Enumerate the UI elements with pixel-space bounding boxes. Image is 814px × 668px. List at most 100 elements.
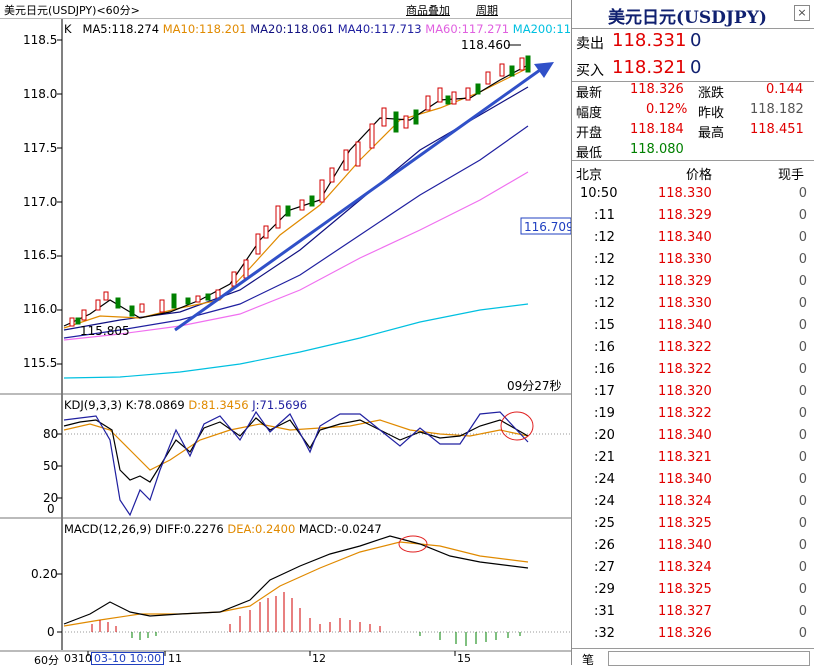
tick-volume: 0 xyxy=(798,208,807,223)
tick-row: :24 118.324 0 xyxy=(572,491,814,513)
tick-volume: 0 xyxy=(798,362,807,377)
tick-volume: 0 xyxy=(798,516,807,531)
tick-time: :15 xyxy=(594,318,615,333)
tick-price: 118.340 xyxy=(658,318,712,333)
high-value: 118.451 xyxy=(750,122,804,137)
tick-price: 118.340 xyxy=(658,472,712,487)
tick-row: :24 118.340 0 xyxy=(572,469,814,491)
overlay-button[interactable]: 商品叠加 xyxy=(406,4,450,17)
tick-volume: 0 xyxy=(798,450,807,465)
col-price: 价格 xyxy=(686,168,713,183)
kdj-j: J:71.5696 xyxy=(252,398,308,412)
high-price-label: 118.460 xyxy=(461,38,511,52)
ma10-legend: MA10:118.201 xyxy=(162,22,247,36)
tick-price: 118.322 xyxy=(658,406,712,421)
change-label: 涨跌 xyxy=(698,86,725,101)
tick-volume: 0 xyxy=(798,318,807,333)
ma40-legend: MA40:117.713 xyxy=(337,22,422,36)
y-tick: 117.0 xyxy=(23,195,58,209)
tick-list[interactable]: 10:50 118.330 0:11 118.329 0:12 118.340 0:12 11… xyxy=(572,183,814,645)
k-label: K xyxy=(64,22,72,36)
period-label: 60分 xyxy=(34,654,59,667)
macd-diff: DIFF:0.2276 xyxy=(155,522,224,536)
tick-time: 10:50 xyxy=(580,186,618,201)
tick-volume: 0 xyxy=(798,582,807,597)
tick-volume: 0 xyxy=(798,560,807,575)
quote-footer: 笔 xyxy=(572,648,814,667)
tick-volume: 0 xyxy=(798,340,807,355)
latest-label: 最新 xyxy=(576,86,603,101)
moving-average-lines xyxy=(63,64,529,379)
y-tick: 116.5 xyxy=(23,248,58,262)
macd-y-tick: 0 xyxy=(47,625,55,639)
chart-title: 美元日元(USDJPY)<60分> xyxy=(4,4,140,17)
ma-legend: K MA5:118.274 MA10:118.201 MA20:118.061 … xyxy=(64,22,589,36)
period-button[interactable]: 周期 xyxy=(476,4,498,17)
tick-row: 10:50 118.330 0 xyxy=(572,183,814,205)
tick-volume: 0 xyxy=(798,186,807,201)
close-icon[interactable]: × xyxy=(794,5,810,21)
quote-title: 美元日元(USDJPY) xyxy=(608,8,767,28)
chart-title-bar: 美元日元(USDJPY)<60分> 商品叠加 周期 xyxy=(0,0,571,19)
kdj-d: D:81.3456 xyxy=(188,398,249,412)
tick-row: :27 118.324 0 xyxy=(572,557,814,579)
tick-time: :11 xyxy=(594,208,615,223)
tick-row: :32 118.326 0 xyxy=(572,623,814,645)
tick-row: :21 118.321 0 xyxy=(572,447,814,469)
kdj-legend: KDJ(9,3,3) K:78.0869 D:81.3456 J:71.5696 xyxy=(64,398,307,412)
x-tick: 12 xyxy=(312,652,326,665)
tick-price: 118.324 xyxy=(658,494,712,509)
y-tick: 116.0 xyxy=(23,302,58,316)
footer-input[interactable] xyxy=(608,651,810,666)
input-label: 笔 xyxy=(582,653,595,667)
tick-row: :29 118.325 0 xyxy=(572,579,814,601)
tick-time: :12 xyxy=(594,274,615,289)
tick-volume: 0 xyxy=(798,384,807,399)
tick-volume: 0 xyxy=(798,230,807,245)
tick-time: :21 xyxy=(594,450,615,465)
tick-time: :12 xyxy=(594,252,615,267)
low-price-label: 115.805 xyxy=(80,324,130,338)
sell-volume: 0 xyxy=(690,30,702,51)
tick-price: 118.326 xyxy=(658,626,712,641)
x-cursor-label: 03-10 10:00 xyxy=(91,652,165,665)
kdj-y-tick: 0 xyxy=(47,502,55,516)
kline-chart[interactable] xyxy=(0,0,571,665)
tick-row: :16 118.322 0 xyxy=(572,337,814,359)
tick-row: :15 118.340 0 xyxy=(572,315,814,337)
high-label: 最高 xyxy=(698,126,725,141)
tick-time: :20 xyxy=(594,428,615,443)
tick-price: 118.322 xyxy=(658,362,712,377)
change-value: 0.144 xyxy=(766,82,804,97)
amp-label: 幅度 xyxy=(576,106,603,121)
sell-label: 卖出 xyxy=(576,36,604,52)
macd-legend: MACD(12,26,9) DIFF:0.2276 DEA:0.2400 MAC… xyxy=(64,522,382,536)
col-time: 北京 xyxy=(576,168,603,183)
chart-pane[interactable]: 美元日元(USDJPY)<60分> 商品叠加 周期 118.5 118.0 11… xyxy=(0,0,589,667)
tick-time: :17 xyxy=(594,384,615,399)
macd-label: MACD(12,26,9) xyxy=(64,522,152,536)
tick-price: 118.325 xyxy=(658,582,712,597)
x-tick: 15 xyxy=(457,652,471,665)
col-volume: 现手 xyxy=(778,168,805,183)
cursor-price-label: 116.709 xyxy=(524,220,574,234)
ma200-legend: MA200:116.0 xyxy=(512,22,590,36)
tick-time: :19 xyxy=(594,406,615,421)
tick-row: :17 118.320 0 xyxy=(572,381,814,403)
tick-header: 北京 价格 现手 xyxy=(572,161,814,183)
macd-lines xyxy=(63,535,529,627)
tick-row: :16 118.322 0 xyxy=(572,359,814,381)
macd-dea: DEA:0.2400 xyxy=(227,522,296,536)
tick-time: :24 xyxy=(594,494,615,509)
tick-price: 118.340 xyxy=(658,230,712,245)
ma20-legend: MA20:118.061 xyxy=(250,22,335,36)
prev-close-value: 118.182 xyxy=(750,102,804,117)
tick-row: :12 118.329 0 xyxy=(572,271,814,293)
kdj-y-tick: 80 xyxy=(43,427,59,441)
tick-price: 118.322 xyxy=(658,340,712,355)
tick-time: :29 xyxy=(594,582,615,597)
x-tick: 0310 xyxy=(64,652,92,665)
tick-row: :31 118.327 0 xyxy=(572,601,814,623)
bid-ask: 卖出 118.331 0 买入 118.321 0 xyxy=(572,29,814,82)
tick-volume: 0 xyxy=(798,406,807,421)
